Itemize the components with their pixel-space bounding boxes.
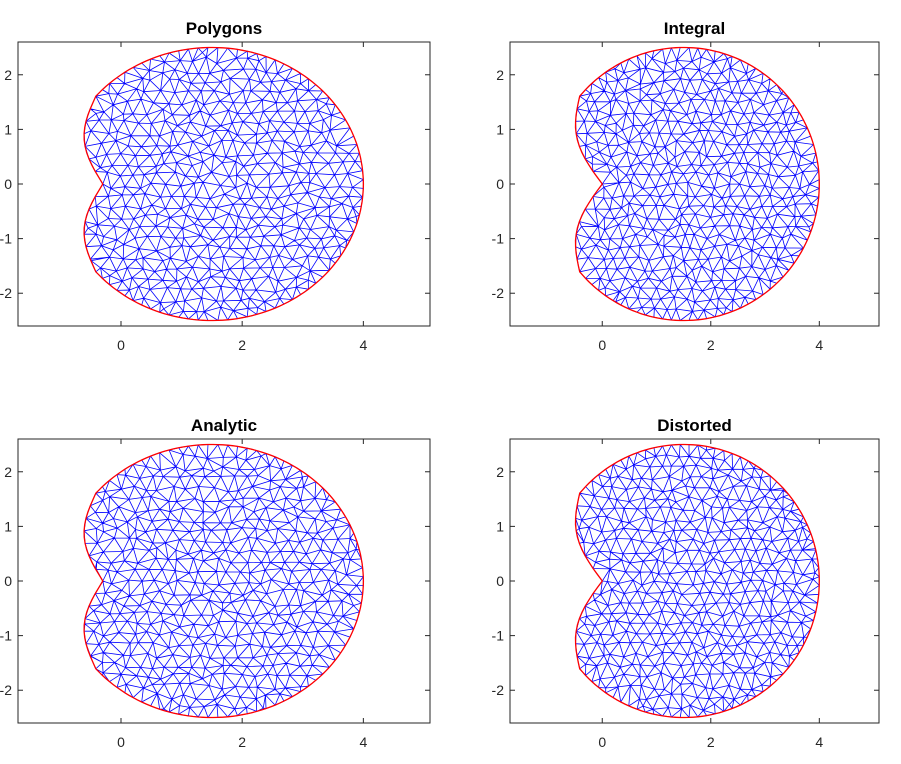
y-tick-label: 0	[496, 176, 504, 192]
axes-box	[17, 438, 431, 724]
domain-boundary	[574, 443, 820, 719]
mesh-edges	[575, 444, 820, 718]
x-tick-label: 4	[359, 337, 367, 353]
x-tick-label: 2	[707, 734, 715, 750]
subplot-title: Integral	[664, 19, 725, 38]
x-tick-label: 4	[359, 734, 367, 750]
y-tick-label: 1	[4, 121, 12, 137]
subplot-title: Distorted	[657, 416, 732, 435]
mesh-edges	[83, 444, 364, 718]
y-tick-label: 0	[4, 176, 12, 192]
subplot-polygons: Polygons 0 2 4 2 1 0 -1 -2	[0, 19, 431, 353]
y-tick-label: -1	[0, 231, 12, 247]
subplot-title: Polygons	[186, 19, 263, 38]
domain-boundary	[83, 443, 365, 719]
y-tick-label: -1	[492, 231, 505, 247]
subplot-analytic: Analytic 0 2 4 2 1 0 -1 -2	[0, 416, 431, 750]
domain-boundary	[83, 46, 365, 322]
x-tick-label: 2	[707, 337, 715, 353]
y-tick-label: -2	[0, 285, 12, 301]
subplot-title: Analytic	[191, 416, 257, 435]
subplot-distorted: Distorted 0 2 4 2 1 0 -1 -2	[492, 416, 880, 750]
y-tick-label: 2	[4, 67, 12, 83]
y-tick-label: -1	[0, 628, 12, 644]
mesh-edges	[575, 47, 820, 321]
y-tick-label: 2	[4, 464, 12, 480]
y-tick-label: 1	[496, 121, 504, 137]
y-tick-label: -2	[492, 682, 505, 698]
y-tick-label: 2	[496, 67, 504, 83]
y-tick-label: -2	[492, 285, 505, 301]
y-tick-label: 2	[496, 464, 504, 480]
x-tick-label: 0	[117, 734, 125, 750]
subplot-integral: Integral 0 2 4 2 1 0 -1 -2	[492, 19, 880, 353]
domain-boundary	[574, 46, 820, 322]
mesh-edges	[83, 47, 364, 321]
y-tick-label: 1	[4, 518, 12, 534]
y-tick-label: 0	[4, 573, 12, 589]
x-tick-label: 2	[238, 734, 246, 750]
x-tick-label: 2	[238, 337, 246, 353]
x-tick-label: 0	[117, 337, 125, 353]
y-tick-label: 0	[496, 573, 504, 589]
x-tick-label: 4	[815, 337, 823, 353]
y-tick-label: -1	[492, 628, 505, 644]
x-tick-label: 4	[815, 734, 823, 750]
x-tick-label: 0	[598, 337, 606, 353]
y-tick-label: 1	[496, 518, 504, 534]
x-tick-label: 0	[598, 734, 606, 750]
y-tick-label: -2	[0, 682, 12, 698]
axes-box	[17, 41, 431, 327]
